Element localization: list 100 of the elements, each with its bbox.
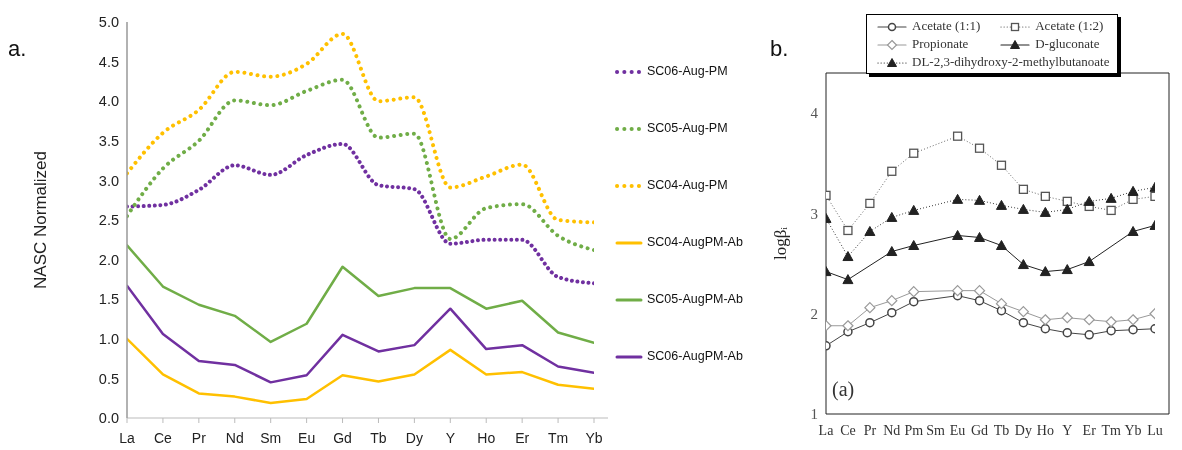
- point: [974, 231, 986, 242]
- x-tick-label: Pr: [863, 423, 877, 438]
- point: [1127, 185, 1139, 196]
- x-tick-label: Er: [1082, 423, 1097, 438]
- point: [1039, 314, 1051, 326]
- x-tick-label: Eu: [949, 423, 966, 438]
- point: [1018, 317, 1029, 328]
- point: [865, 198, 875, 209]
- point: [887, 307, 897, 318]
- legend-label: SC06-AugPM-Ab: [646, 349, 743, 365]
- x-tick-label: Gd: [333, 430, 352, 446]
- y-tick-label: 0.0: [98, 410, 119, 427]
- y-tick-label: 2.5: [98, 212, 119, 229]
- point: [1017, 306, 1029, 318]
- x-tick-label: Tm: [1101, 423, 1121, 438]
- point: [1062, 328, 1073, 338]
- point: [1061, 203, 1073, 214]
- point: [952, 285, 964, 297]
- legend-label: SC06-Aug-PM: [646, 64, 729, 80]
- x-tick-label: Dy: [405, 430, 423, 446]
- point: [1127, 314, 1139, 326]
- point: [1039, 266, 1051, 277]
- line-series: [127, 244, 594, 345]
- x-tick-label: Tb: [370, 430, 387, 446]
- y-tick-label: 5.0: [98, 14, 119, 31]
- point: [1061, 264, 1073, 275]
- point: [908, 296, 919, 307]
- y-tick-label: 1.0: [98, 330, 119, 347]
- x-tick-label: Tb: [993, 423, 1010, 438]
- x-tick-label: Ho: [477, 430, 496, 446]
- point: [1083, 256, 1095, 267]
- x-tick-label: Ce: [153, 430, 173, 446]
- point: [1106, 326, 1116, 336]
- point: [908, 286, 920, 298]
- point: [842, 251, 854, 262]
- point: [974, 194, 986, 205]
- point: [842, 274, 854, 285]
- legend-label: Acetate (1:2): [1034, 18, 1105, 34]
- x-tick-label: Dy: [1014, 423, 1032, 438]
- y-tick-label: 4.5: [98, 53, 119, 70]
- point: [1127, 225, 1139, 236]
- point: [908, 204, 920, 215]
- point: [1039, 206, 1051, 217]
- point: [952, 131, 963, 141]
- y-tick-label: 1.5: [98, 291, 119, 308]
- x-tick-label: La: [818, 423, 835, 438]
- legend-label: SC04-AugPM-Ab: [646, 235, 743, 251]
- legend-label: SC04-Aug-PM: [646, 178, 729, 194]
- point: [1106, 205, 1116, 216]
- x-tick-label: Nd: [225, 430, 244, 446]
- point: [886, 246, 898, 257]
- y-tick-label: 2: [810, 306, 818, 323]
- x-tick-label: Y: [445, 430, 456, 446]
- x-tick-label: Sm: [926, 423, 946, 438]
- legend-label: D-gluconate: [1034, 36, 1101, 52]
- point: [864, 225, 876, 236]
- legend-label: Propionate: [911, 36, 970, 52]
- line-series: [127, 284, 594, 384]
- line-series: [127, 337, 594, 405]
- y-tick-label: 2.0: [98, 251, 119, 268]
- point: [974, 143, 985, 153]
- y-tick-label: 4: [810, 105, 819, 122]
- x-tick-label: Ce: [840, 423, 856, 438]
- point: [995, 199, 1007, 210]
- point: [1128, 194, 1138, 205]
- point: [864, 302, 876, 314]
- x-tick-label: Pm: [904, 423, 924, 438]
- point: [886, 295, 898, 307]
- point: [1084, 330, 1094, 340]
- point: [995, 298, 1008, 310]
- legend-label: Acetate (1:1): [911, 18, 982, 34]
- x-tick-label: Ho: [1036, 423, 1054, 438]
- point: [842, 320, 854, 332]
- y-axis-title: NASC Normalized: [31, 151, 51, 289]
- point: [1040, 324, 1051, 334]
- legend-label: DL-2,3-dihydroxy-2-methylbutanoate: [911, 54, 1110, 70]
- point: [1083, 314, 1095, 326]
- point: [865, 317, 875, 328]
- x-tick-label: Tm: [547, 430, 569, 446]
- y-tick-label: 3: [810, 205, 818, 222]
- point: [995, 240, 1007, 251]
- point: [909, 148, 919, 158]
- point: [996, 160, 1007, 170]
- point: [1105, 316, 1117, 328]
- x-tick-label: Eu: [298, 430, 316, 446]
- x-tick-label: La: [119, 430, 135, 446]
- point: [1061, 312, 1073, 324]
- point: [1128, 325, 1138, 335]
- y-tick-label: 4.0: [98, 93, 119, 110]
- point: [887, 166, 897, 176]
- y-tick-label: 1: [810, 406, 818, 423]
- line-series: [127, 141, 594, 286]
- x-tick-label: Yb: [1124, 423, 1142, 438]
- y-tick-label: 3.0: [98, 172, 119, 189]
- point: [1017, 259, 1029, 270]
- point: [973, 285, 986, 297]
- annotation: (a): [832, 378, 855, 401]
- point: [1105, 192, 1117, 203]
- text: a.: [8, 36, 27, 62]
- point: [1040, 191, 1050, 202]
